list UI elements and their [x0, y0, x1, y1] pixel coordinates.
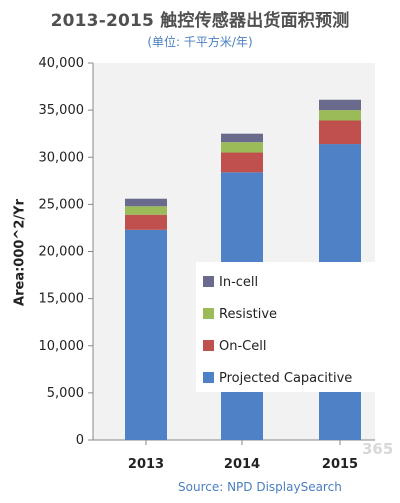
legend-swatch: [203, 276, 214, 287]
legend-label: On-Cell: [219, 339, 266, 354]
bar-projected-capacitive-2013: [125, 229, 167, 440]
x-tick-label: 2015: [322, 457, 358, 472]
bar-resistive-2013: [125, 206, 167, 215]
y-tick-label: 10,000: [39, 339, 85, 354]
y-tick-label: 35,000: [39, 103, 85, 118]
source-note: Source: NPD DisplaySearch: [178, 480, 342, 494]
chart-subtitle: (单位: 千平方米/年): [147, 35, 253, 49]
bar-in-cell-2013: [125, 198, 167, 207]
y-tick-label: 15,000: [39, 292, 85, 307]
bar-on-cell-2015: [319, 120, 361, 145]
bar-resistive-2014: [221, 142, 263, 153]
legend-label: Resistive: [219, 307, 277, 322]
y-tick-label: 5,000: [47, 386, 84, 401]
bar-on-cell-2014: [221, 152, 263, 173]
bar-in-cell-2014: [221, 133, 263, 143]
legend-box: [196, 262, 375, 392]
legend-swatch: [203, 308, 214, 319]
x-tick-label: 2013: [128, 457, 164, 472]
watermark-logo: 365: [362, 440, 394, 458]
legend-swatch: [203, 372, 214, 383]
y-tick-label: 40,000: [39, 56, 85, 71]
x-tick-label: 2014: [224, 457, 260, 472]
bar-in-cell-2015: [319, 99, 361, 111]
legend-label: In-cell: [219, 275, 258, 290]
legend-swatch: [203, 340, 214, 351]
bar-on-cell-2013: [125, 214, 167, 230]
y-tick-label: 30,000: [39, 150, 85, 165]
legend-label: Projected Capacitive: [219, 371, 352, 386]
bar-resistive-2015: [319, 110, 361, 121]
y-tick-label: 25,000: [39, 197, 85, 212]
y-tick-label: 0: [76, 433, 84, 448]
chart-title: 2013-2015 触控传感器出货面积预测: [50, 11, 350, 31]
y-tick-label: 20,000: [39, 245, 85, 260]
